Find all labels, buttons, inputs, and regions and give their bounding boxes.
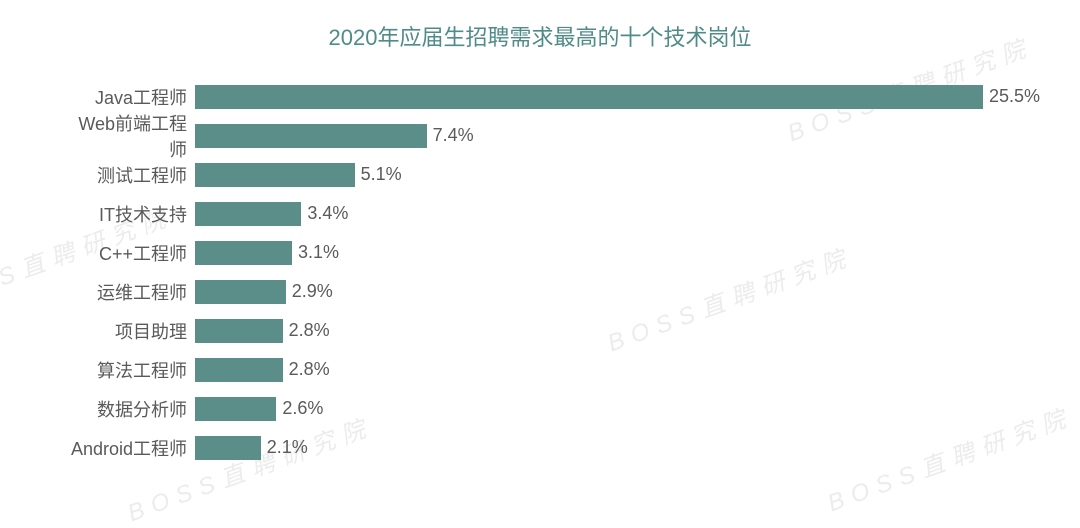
bar-row: Web前端工程师 7.4% [70,116,1040,155]
bar [195,85,983,109]
bar-chart: Java工程师 25.5% Web前端工程师 7.4% 测试工程师 5.1% I… [0,77,1080,467]
bar-row: 数据分析师 2.6% [70,389,1040,428]
category-label: IT技术支持 [70,201,195,227]
bar-row: IT技术支持 3.4% [70,194,1040,233]
bar-row: 项目助理 2.8% [70,311,1040,350]
bar-row: 运维工程师 2.9% [70,272,1040,311]
bar-row: 算法工程师 2.8% [70,350,1040,389]
value-label: 2.9% [286,281,333,302]
value-label: 3.1% [292,242,339,263]
value-label: 2.6% [276,398,323,419]
bar [195,358,283,382]
bar-row: Java工程师 25.5% [70,77,1040,116]
bar [195,163,355,187]
bar-row: 测试工程师 5.1% [70,155,1040,194]
bar [195,436,261,460]
category-label: Android工程师 [70,435,195,461]
category-label: Web前端工程师 [70,110,195,162]
category-label: 测试工程师 [70,162,195,188]
value-label: 2.8% [283,359,330,380]
bar [195,202,301,226]
category-label: C++工程师 [70,240,195,266]
bar [195,241,292,265]
value-label: 25.5% [983,86,1040,107]
category-label: 运维工程师 [70,279,195,305]
bar [195,319,283,343]
category-label: 数据分析师 [70,396,195,422]
bar [195,280,286,304]
bar-row: C++工程师 3.1% [70,233,1040,272]
bar [195,124,427,148]
chart-title: 2020年应届生招聘需求最高的十个技术岗位 [0,0,1080,77]
value-label: 5.1% [355,164,402,185]
bar [195,397,276,421]
value-label: 2.8% [283,320,330,341]
value-label: 2.1% [261,437,308,458]
value-label: 7.4% [427,125,474,146]
category-label: 项目助理 [70,318,195,344]
bar-row: Android工程师 2.1% [70,428,1040,467]
value-label: 3.4% [301,203,348,224]
category-label: Java工程师 [70,84,195,110]
category-label: 算法工程师 [70,357,195,383]
